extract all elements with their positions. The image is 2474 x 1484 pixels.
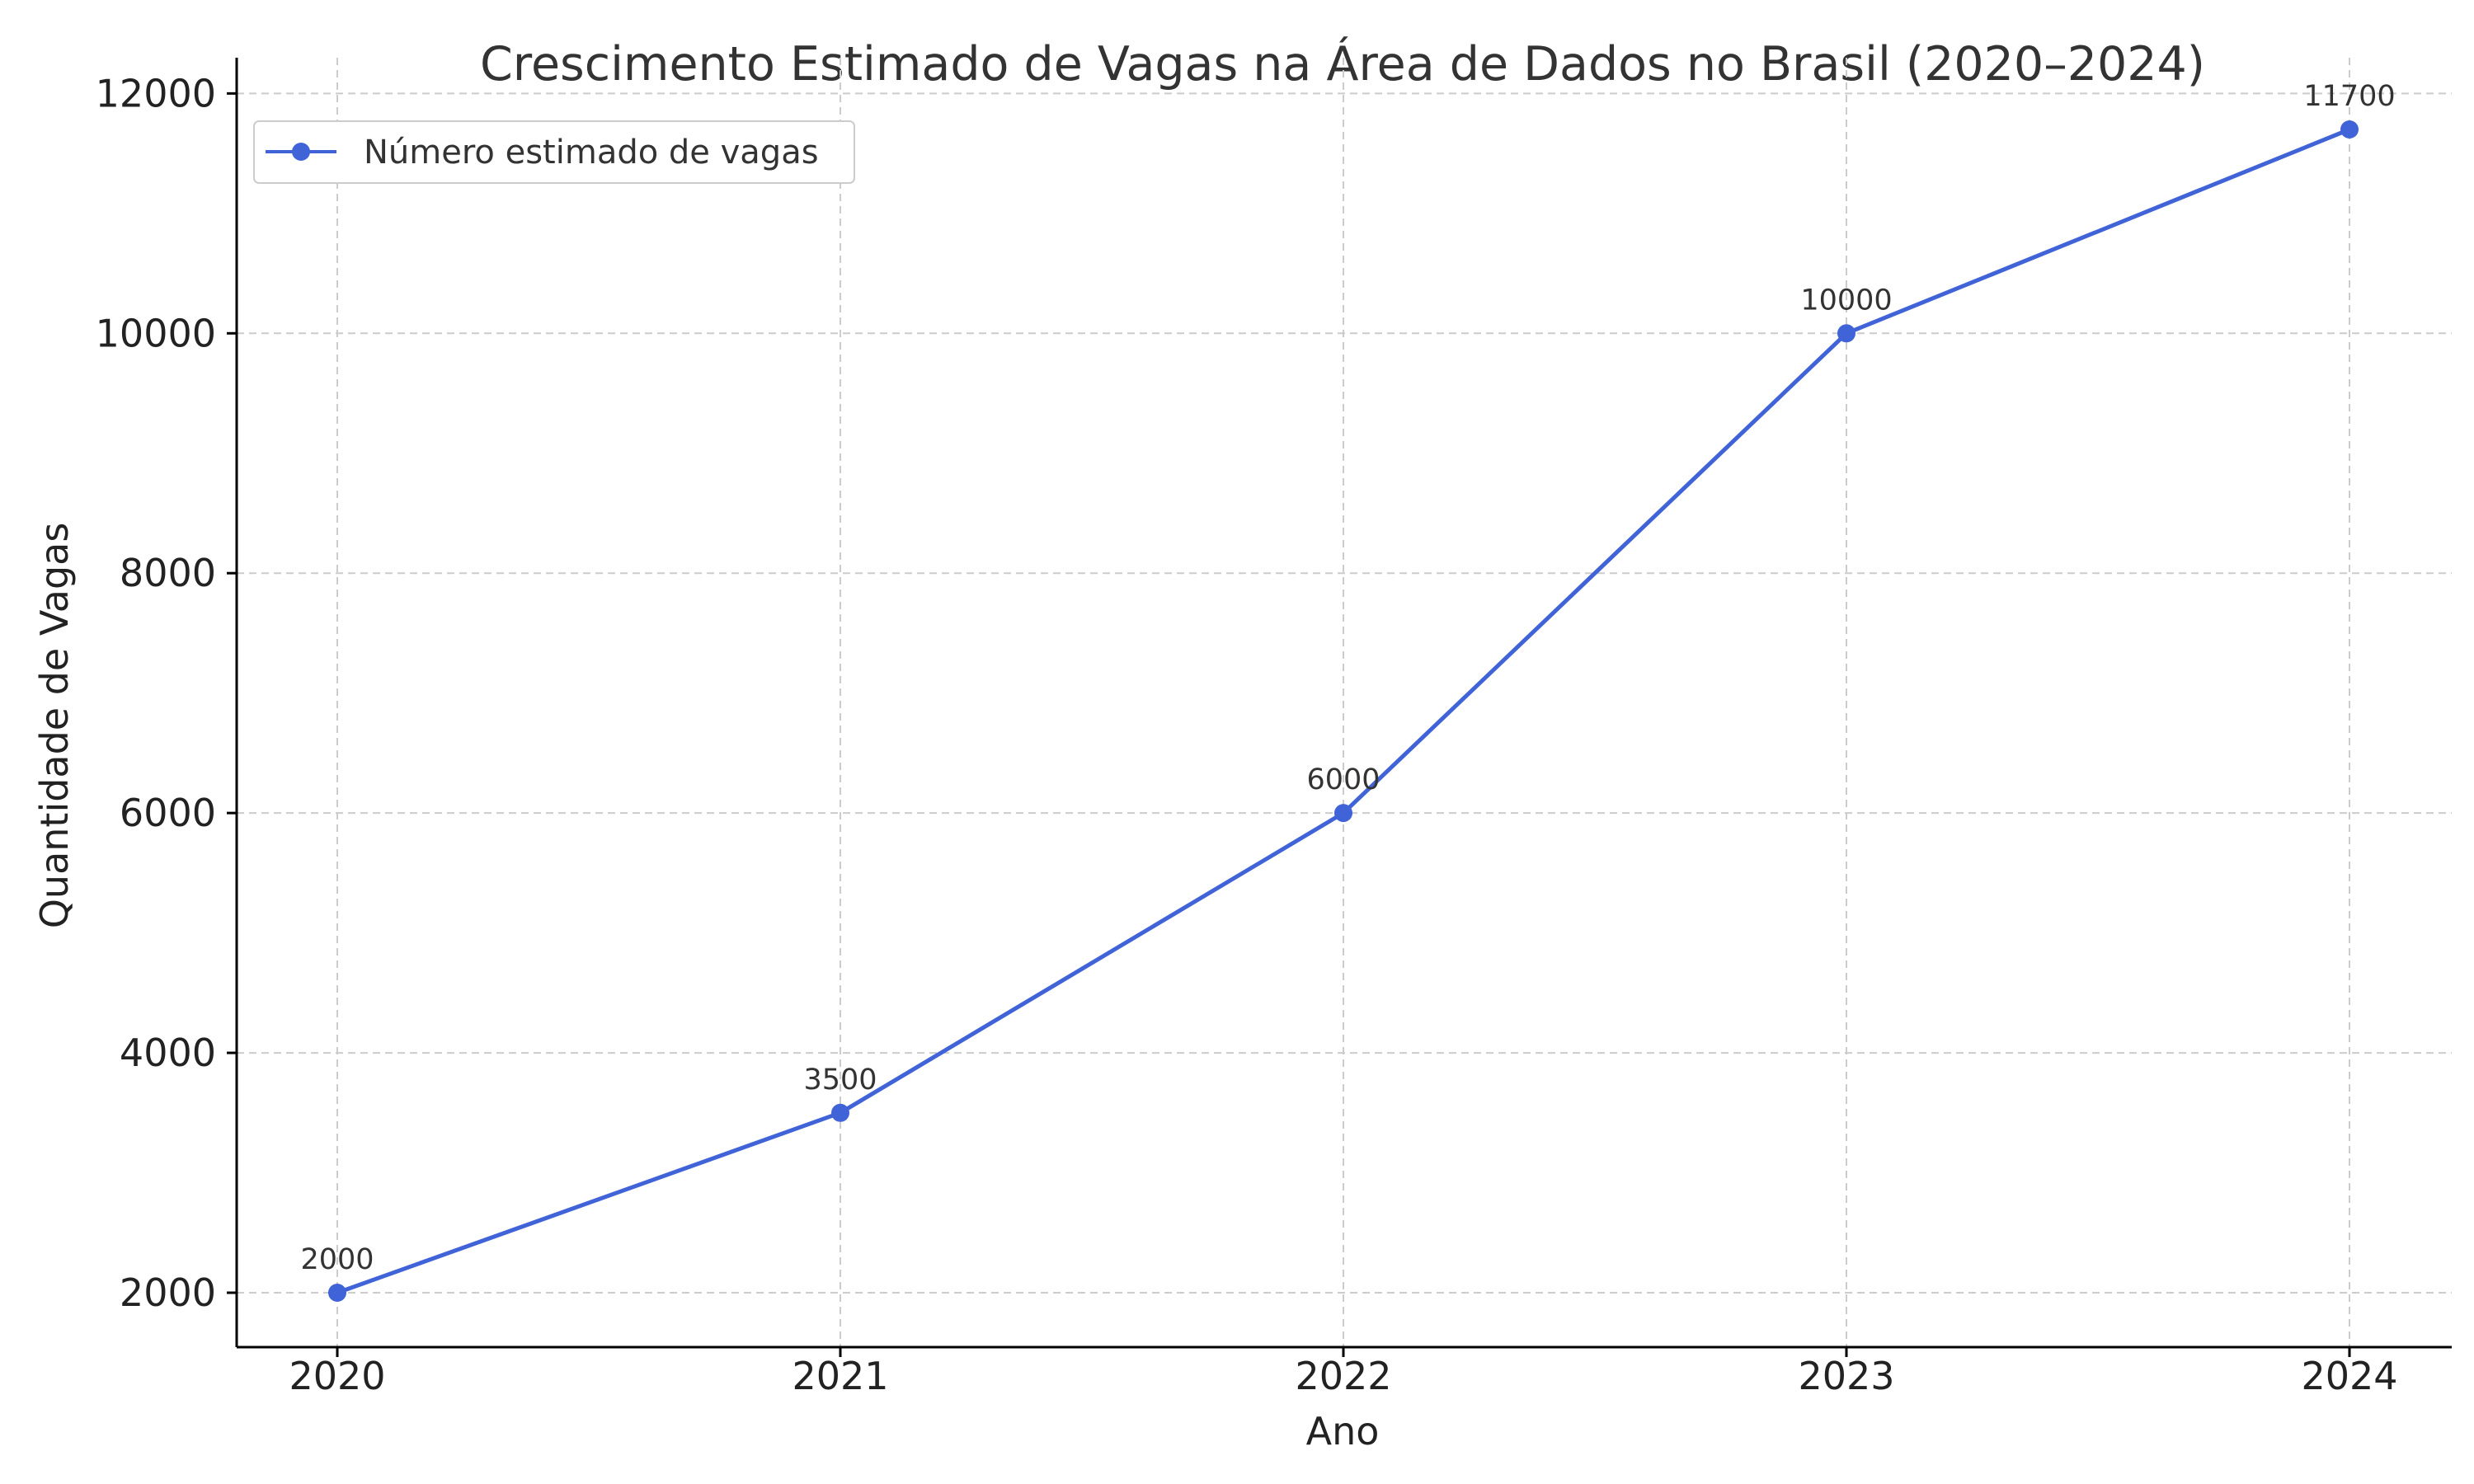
y-tick-label: 8000 (120, 551, 216, 595)
y-axis-label: Quantidade de Vagas (32, 523, 77, 929)
data-point-label: 11700 (2303, 80, 2395, 113)
data-point-label: 10000 (1800, 284, 1892, 317)
data-point-marker (1334, 804, 1352, 823)
data-point-marker (1837, 324, 1856, 343)
data-point-marker (328, 1284, 346, 1302)
x-tick-label: 2020 (289, 1354, 385, 1398)
y-tick-label: 4000 (120, 1031, 216, 1075)
legend: Número estimado de vagas (253, 120, 855, 184)
legend-entry-label: Número estimado de vagas (364, 134, 819, 171)
y-tick-label: 10000 (96, 311, 216, 355)
data-point-label: 2000 (300, 1243, 374, 1276)
data-point-marker (831, 1103, 849, 1122)
x-axis-label: Ano (1306, 1409, 1380, 1453)
data-point-marker (2340, 120, 2359, 139)
data-point-label: 3500 (803, 1064, 877, 1097)
data-point-label: 6000 (1306, 763, 1380, 796)
x-tick-label: 2022 (1295, 1354, 1391, 1398)
legend-box (253, 120, 855, 184)
y-tick-label: 12000 (96, 71, 216, 115)
x-tick-label: 2021 (792, 1354, 888, 1398)
x-tick-label: 2023 (1798, 1354, 1894, 1398)
y-tick-label: 2000 (120, 1270, 216, 1315)
y-axis-ticks: 2000 4000 6000 8000 10000 12000 (96, 71, 237, 1315)
y-tick-label: 6000 (120, 791, 216, 835)
grid (237, 58, 2452, 1347)
x-tick-label: 2024 (2301, 1354, 2397, 1398)
series-layer: 2000 3500 6000 10000 11700 (300, 80, 2396, 1302)
legend-marker-swatch (292, 143, 310, 161)
x-axis-ticks: 2020 2021 2022 2023 2024 (289, 1347, 2398, 1398)
series-line (336, 127, 2350, 1295)
